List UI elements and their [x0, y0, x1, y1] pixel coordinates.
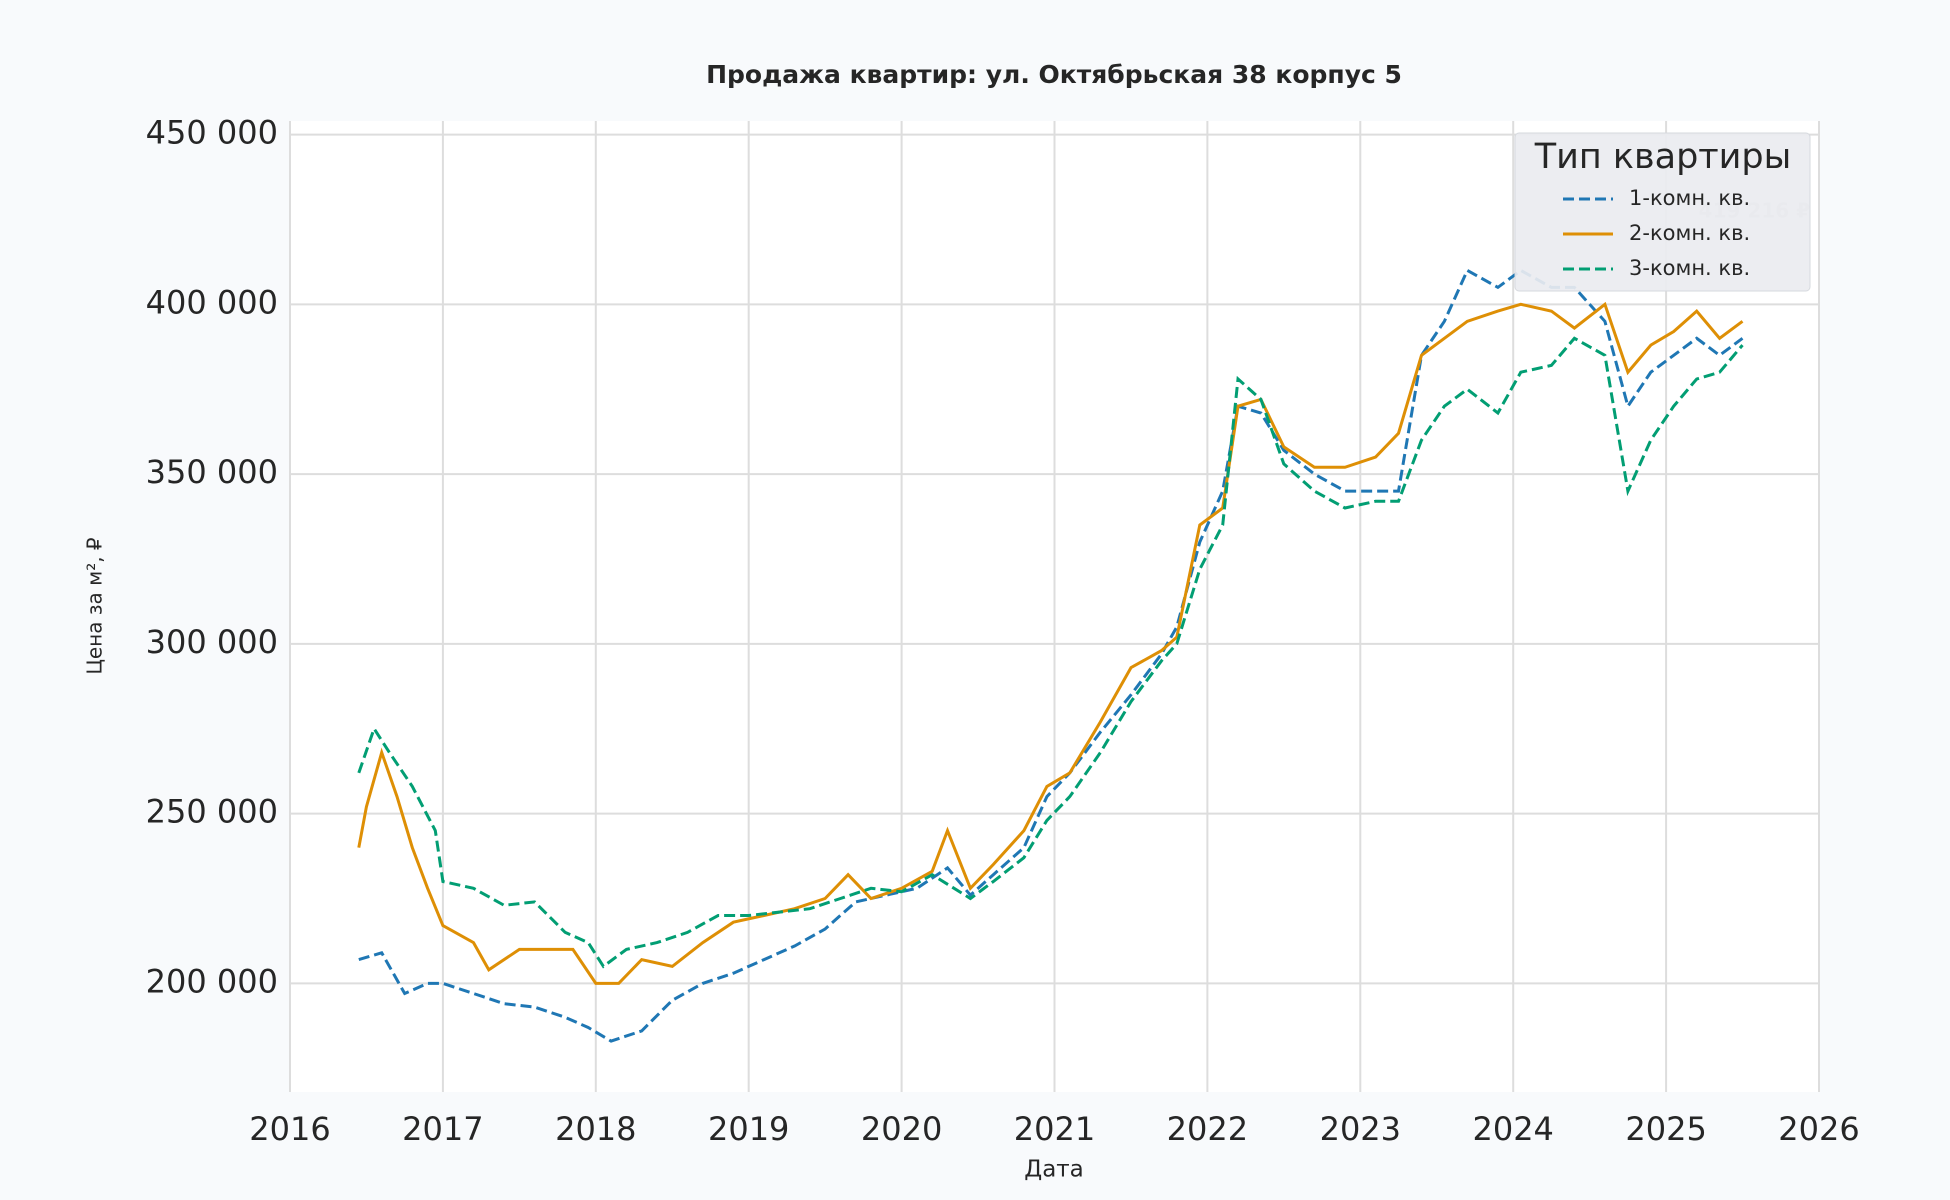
x-tick-label: 2022	[1167, 1110, 1248, 1148]
series-line	[357, 336, 1744, 969]
legend-box	[1514, 132, 1811, 292]
x-tick-label: 2021	[1014, 1110, 1095, 1148]
y-tick-label: 300 000	[146, 623, 278, 661]
x-axis-label: Дата	[1024, 1157, 1084, 1183]
x-tick-label: 2016	[249, 1110, 330, 1148]
y-tick-label: 450 000	[146, 114, 278, 152]
x-tick-label: 2018	[555, 1110, 636, 1148]
x-tick-label: 2020	[861, 1110, 942, 1148]
x-tick-label: 2024	[1472, 1110, 1553, 1148]
legend: Тип квартиры 1-комн. кв. 2-комн. кв. 3-ком…	[1514, 132, 1811, 292]
chart-title: Продажа квартир: ул. Октябрьская 38 корп…	[706, 60, 1402, 89]
y-axis-label: Цена за м², ₽	[83, 537, 107, 675]
legend-label: 1-комн. кв.	[1629, 186, 1750, 210]
x-tick-label: 2019	[708, 1110, 789, 1148]
legend-label: 3-комн. кв.	[1629, 256, 1750, 280]
y-tick-label: 200 000	[146, 962, 278, 1000]
y-tick-label: 350 000	[146, 453, 278, 491]
y-tick-label: 250 000	[146, 793, 278, 831]
y-tick-label: 400 000	[146, 283, 278, 321]
x-tick-label: 2017	[402, 1110, 483, 1148]
x-tick-label: 2023	[1320, 1110, 1401, 1148]
legend-title: Тип квартиры	[1534, 137, 1792, 177]
grid: 2016 2017 2018 2019 2020 2021 2022 2023 2024 2025…	[146, 114, 1860, 1148]
legend-label: 2-комн. кв.	[1629, 221, 1750, 245]
x-tick-label: 2025	[1625, 1110, 1706, 1148]
x-tick-label: 2026	[1778, 1110, 1859, 1148]
series-line	[357, 301, 1744, 985]
